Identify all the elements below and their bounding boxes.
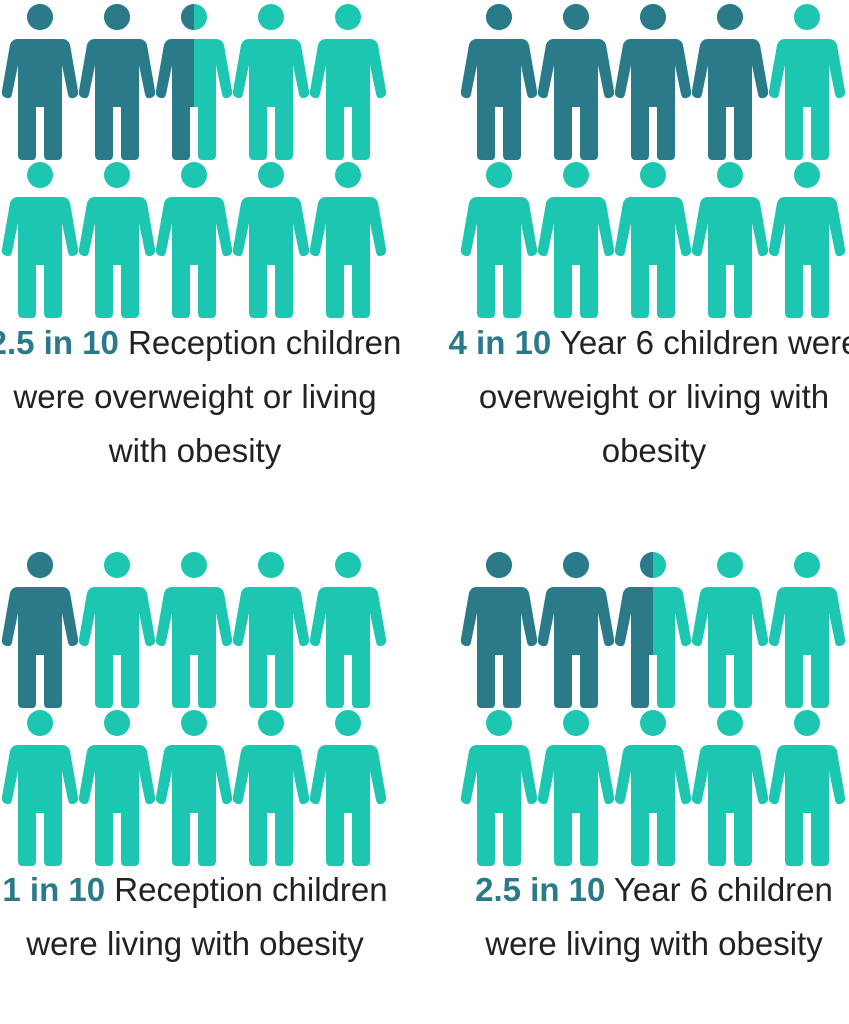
caption-reception-obesity: 1 in 10 Reception children were living w… [0,863,405,971]
person-highlight [615,552,653,708]
person-icon [537,710,615,866]
caption-text: Reception children were living with obes… [26,871,388,962]
person-icon [78,710,156,866]
person-highlight [692,4,768,160]
person-icon [614,162,692,318]
person-icon [309,4,387,160]
caption-number: 4 in 10 [448,324,552,361]
caption-reception-overweight: 2.5 in 10 Reception children were overwe… [0,316,405,478]
caption-text: Reception children were overweight or li… [13,324,402,469]
caption-year6-obesity: 2.5 in 10 Year 6 children were living wi… [444,863,849,971]
person-icon [232,710,310,866]
person-icon [691,162,769,318]
person-icon [232,162,310,318]
caption-number: 1 in 10 [2,871,106,908]
person-icon [155,4,233,160]
person-icon [614,4,692,160]
person-icon [691,710,769,866]
person-icon [614,710,692,866]
pictogram-year6-obesity [459,548,849,868]
person-icon [1,710,79,866]
person-highlight [156,4,194,160]
pictogram-reception-obesity [0,548,400,868]
person-icon [614,552,692,708]
pictogram-svg [1,552,387,866]
person-icon [78,4,156,160]
person-icon [78,162,156,318]
person-icon [691,552,769,708]
caption-year6-overweight: 4 in 10 Year 6 children were overweight … [444,316,849,478]
person-icon [768,4,846,160]
person-icon [1,4,79,160]
person-icon [1,552,79,708]
person-highlight [461,552,537,708]
pictogram-reception-overweight [0,0,400,320]
caption-number: 2.5 in 10 [475,871,606,908]
person-icon [460,162,538,318]
person-icon [155,552,233,708]
person-highlight [538,4,614,160]
pictogram-svg [460,552,846,866]
person-icon [691,4,769,160]
person-icon [768,710,846,866]
person-icon [309,162,387,318]
person-icon [460,552,538,708]
person-icon [768,162,846,318]
person-icon [309,710,387,866]
person-icon [1,162,79,318]
person-icon [460,4,538,160]
person-icon [537,552,615,708]
person-icon [155,162,233,318]
caption-text: Year 6 children were overweight or livin… [478,324,849,469]
pictogram-svg [1,4,387,318]
person-icon [78,552,156,708]
person-highlight [615,4,691,160]
person-icon [309,552,387,708]
person-icon [768,552,846,708]
person-highlight [2,552,78,708]
person-icon [232,552,310,708]
person-icon [232,4,310,160]
person-highlight [2,4,78,160]
person-highlight [538,552,614,708]
caption-number: 2.5 in 10 [0,324,119,361]
person-icon [460,710,538,866]
person-highlight [461,4,537,160]
pictogram-svg [460,4,846,318]
caption-text: Year 6 children were living with obesity [485,871,833,962]
person-icon [537,162,615,318]
person-icon [537,4,615,160]
pictogram-year6-overweight [459,0,849,320]
person-icon [155,710,233,866]
person-highlight [79,4,155,160]
